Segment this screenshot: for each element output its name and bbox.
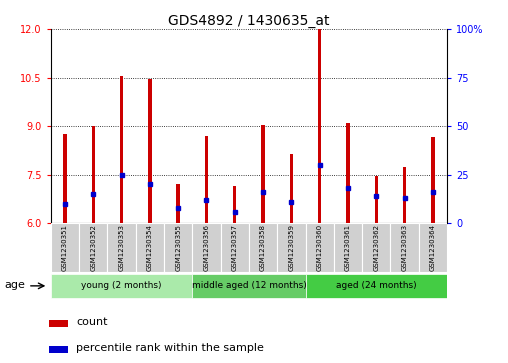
Bar [51, 274, 193, 298]
Bar [305, 274, 447, 298]
Text: GSM1230352: GSM1230352 [90, 224, 96, 271]
Bar [334, 223, 362, 272]
Bar [205, 136, 208, 223]
Bar [120, 76, 123, 223]
Bar [262, 125, 265, 223]
Bar [419, 223, 447, 272]
Bar [346, 123, 350, 223]
Bar [193, 223, 220, 272]
Bar [233, 186, 236, 223]
Text: percentile rank within the sample: percentile rank within the sample [76, 343, 264, 353]
Bar [136, 223, 164, 272]
Text: GSM1230353: GSM1230353 [118, 224, 124, 271]
Bar [91, 126, 95, 223]
Bar [49, 346, 68, 352]
Bar [148, 79, 151, 223]
Text: GSM1230364: GSM1230364 [430, 224, 436, 271]
Bar [193, 274, 305, 298]
Bar [64, 134, 67, 223]
Bar [318, 29, 322, 223]
Text: GSM1230360: GSM1230360 [316, 224, 323, 271]
Text: GSM1230357: GSM1230357 [232, 224, 238, 271]
Bar [305, 223, 334, 272]
Text: age: age [5, 280, 26, 290]
Bar [362, 223, 391, 272]
Text: aged (24 months): aged (24 months) [336, 281, 417, 290]
Bar [49, 320, 68, 327]
Bar [403, 167, 406, 223]
Text: GSM1230356: GSM1230356 [204, 224, 209, 271]
Text: GSM1230358: GSM1230358 [260, 224, 266, 271]
Bar [176, 184, 180, 223]
Text: middle aged (12 months): middle aged (12 months) [192, 281, 306, 290]
Title: GDS4892 / 1430635_at: GDS4892 / 1430635_at [168, 14, 330, 28]
Bar [51, 223, 79, 272]
Bar [79, 223, 107, 272]
Text: GSM1230354: GSM1230354 [147, 224, 153, 271]
Bar [220, 223, 249, 272]
Bar [107, 223, 136, 272]
Text: GSM1230359: GSM1230359 [289, 224, 294, 271]
Bar [290, 154, 293, 223]
Bar [164, 223, 193, 272]
Bar [374, 176, 378, 223]
Text: GSM1230351: GSM1230351 [62, 224, 68, 271]
Bar [277, 223, 305, 272]
Bar [391, 223, 419, 272]
Bar [249, 223, 277, 272]
Text: GSM1230361: GSM1230361 [345, 224, 351, 271]
Text: count: count [76, 317, 108, 327]
Text: GSM1230355: GSM1230355 [175, 224, 181, 271]
Text: young (2 months): young (2 months) [81, 281, 162, 290]
Text: GSM1230363: GSM1230363 [402, 224, 407, 271]
Text: GSM1230362: GSM1230362 [373, 224, 379, 271]
Bar [431, 138, 434, 223]
